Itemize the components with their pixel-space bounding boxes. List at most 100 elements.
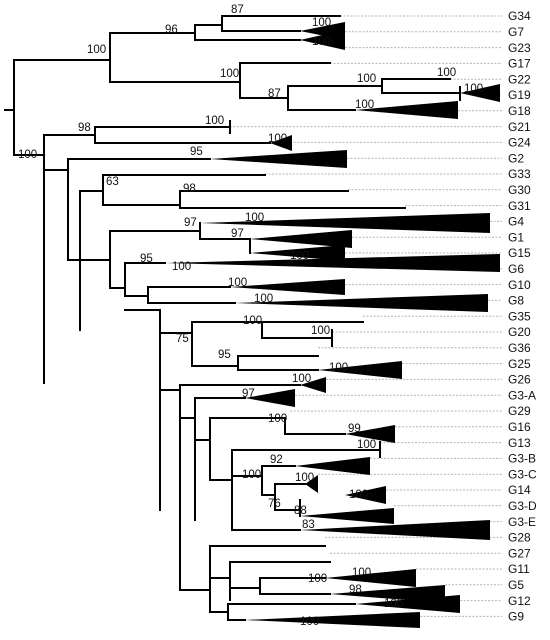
support-value: 88 <box>294 505 307 517</box>
support-value: 100 <box>295 472 314 484</box>
collapsed-clade-triangle <box>210 150 347 168</box>
tip-label-g36: G36 <box>508 341 531 355</box>
support-value: 95 <box>140 253 153 265</box>
tip-label-g3-c: G3-C <box>508 467 537 481</box>
collapsed-clade-triangle <box>245 612 420 628</box>
support-value: 100 <box>300 616 319 628</box>
tip-label-g28: G28 <box>508 531 531 545</box>
support-value: 76 <box>268 498 281 510</box>
support-value: 100 <box>268 133 287 145</box>
collapsed-clade-triangle <box>295 457 370 475</box>
tip-label-g1: G1 <box>508 230 524 244</box>
support-value: 100 <box>254 293 273 305</box>
tip-label-g3-b: G3-B <box>508 452 536 466</box>
support-value: 98 <box>349 584 362 596</box>
collapsed-clade-triangle <box>250 245 345 261</box>
support-value: 100 <box>290 250 309 262</box>
support-value: 100 <box>205 115 224 127</box>
collapsed-clade-triangle <box>300 377 326 393</box>
support-value: 63 <box>106 176 119 188</box>
collapsed-clade-triangle <box>318 361 402 379</box>
support-value: 100 <box>18 149 37 161</box>
tree-branches <box>4 15 461 621</box>
support-value: 100 <box>172 261 191 273</box>
support-value: 99 <box>348 423 361 435</box>
support-value: 97 <box>184 217 197 229</box>
collapsed-clade-triangle <box>305 475 318 493</box>
collapsed-clade-triangle <box>355 595 460 613</box>
support-value: 100 <box>308 573 327 585</box>
collapsed-clade-triangle <box>245 389 295 407</box>
support-value: 100 <box>292 373 311 385</box>
tip-label-g5: G5 <box>508 578 524 592</box>
tip-label-g7: G7 <box>508 25 524 39</box>
collapsed-clade-triangle <box>355 101 458 119</box>
tip-label-g3-d: G3-D <box>508 499 537 513</box>
support-value: 100 <box>87 44 106 56</box>
tip-label-g12: G12 <box>508 594 531 608</box>
collapsed-clade-triangle <box>300 520 490 540</box>
tip-guide-lines <box>230 15 502 617</box>
collapsed-clade-triangle <box>345 425 395 443</box>
collapsed-clade-triangle <box>165 254 500 272</box>
support-value: 87 <box>231 4 244 16</box>
tip-label-g30: G30 <box>508 183 531 197</box>
tip-label-g3-a: G3-A <box>508 388 536 402</box>
support-value: 92 <box>270 454 283 466</box>
collapsed-clade-triangle <box>270 135 292 151</box>
collapsed-clade-triangle <box>330 585 445 603</box>
tip-label-g4: G4 <box>508 215 524 229</box>
support-value: 100 <box>355 99 374 111</box>
collapsed-clade-triangle <box>300 30 345 50</box>
support-value: 100 <box>464 83 483 95</box>
tip-label-g29: G29 <box>508 404 531 418</box>
collapsed-clade-triangle <box>325 569 416 587</box>
collapsed-clade-triangle <box>300 508 394 524</box>
support-value: 100 <box>312 17 331 29</box>
tip-label-g3-e: G3-E <box>508 515 536 529</box>
tip-label-g21: G21 <box>508 120 531 134</box>
tip-label-g22: G22 <box>508 72 531 86</box>
tip-label-g20: G20 <box>508 325 531 339</box>
tip-label-g26: G26 <box>508 373 531 387</box>
tip-label-g35: G35 <box>508 309 531 323</box>
support-value: 97 <box>231 228 244 240</box>
support-value: 100 <box>312 36 331 48</box>
support-value: 98 <box>183 183 196 195</box>
tip-label-g13: G13 <box>508 436 531 450</box>
collapsed-clade-triangle <box>345 486 386 504</box>
support-value: 75 <box>176 333 189 345</box>
tip-label-g27: G27 <box>508 546 531 560</box>
support-value: 100 <box>311 325 330 337</box>
support-value: 100 <box>357 73 376 85</box>
tip-label-g16: G16 <box>508 420 531 434</box>
tip-label-g34: G34 <box>508 9 531 23</box>
support-values: 87 96 100 100 100 100 87 100 100 100 100 98 100 100 10… <box>18 4 483 628</box>
support-value: 100 <box>357 439 376 451</box>
support-value: 100 <box>242 469 261 481</box>
collapsed-clades <box>165 22 500 628</box>
support-value: 87 <box>268 88 281 100</box>
support-value: 100 <box>349 489 368 501</box>
collapsed-clade-triangle <box>230 279 345 295</box>
collapsed-clade-triangle <box>250 230 352 248</box>
tip-label-g23: G23 <box>508 41 531 55</box>
tip-label-g17: G17 <box>508 57 531 71</box>
support-value: 98 <box>78 122 91 134</box>
tip-label-g15: G15 <box>508 246 531 260</box>
tip-labels: G34G7G23G17G22G19G18G21G24G2G33G30G31G4G… <box>508 9 537 623</box>
tip-label-g24: G24 <box>508 136 531 150</box>
collapsed-clade-triangle <box>460 84 500 102</box>
support-value: 100 <box>245 212 264 224</box>
support-value: 95 <box>190 146 203 158</box>
tip-label-g19: G19 <box>508 88 531 102</box>
tip-label-g14: G14 <box>508 483 531 497</box>
support-value: 97 <box>242 388 255 400</box>
collapsed-clade-triangle <box>200 213 490 233</box>
support-value: 100 <box>243 315 262 327</box>
tip-label-g10: G10 <box>508 278 531 292</box>
support-value: 95 <box>218 349 231 361</box>
collapsed-clade-triangle <box>235 294 488 312</box>
support-value: 100 <box>220 68 239 80</box>
